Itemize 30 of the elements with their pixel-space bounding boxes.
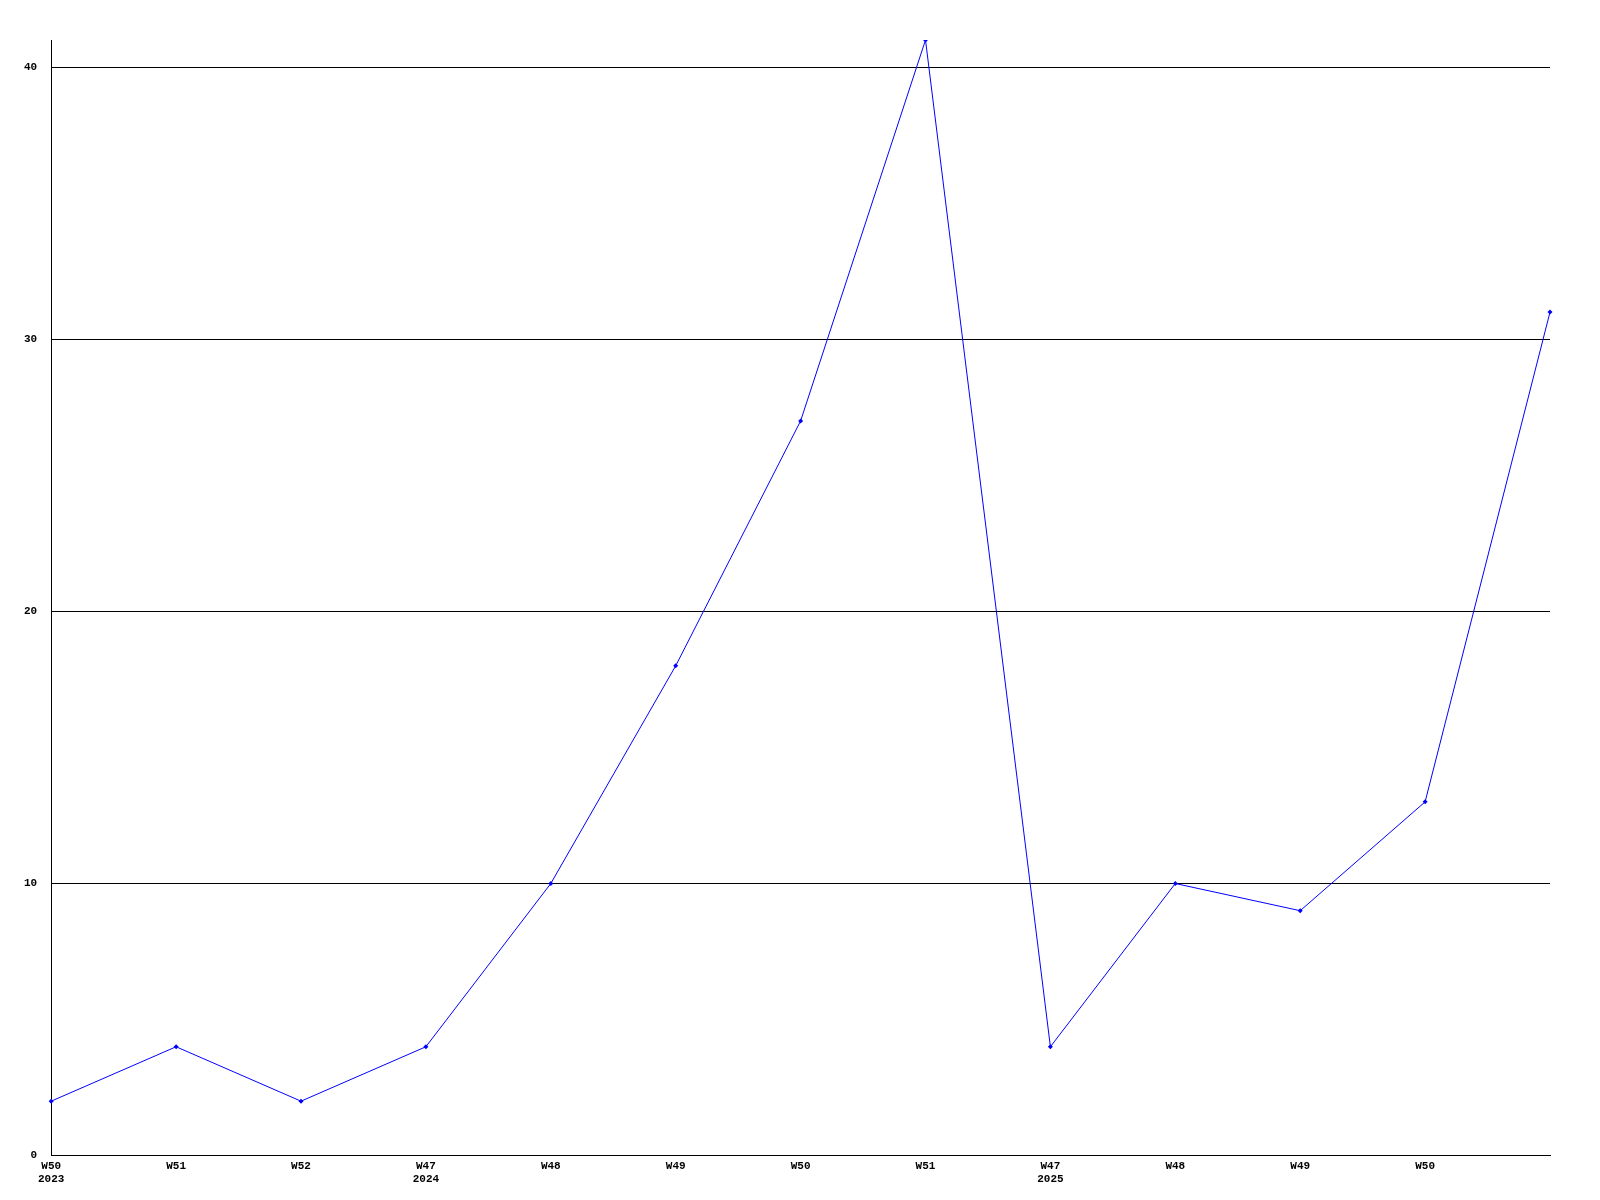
- y-tick-label: 0: [30, 1149, 38, 1162]
- point: [173, 1044, 179, 1050]
- y-tick-label: 20: [24, 605, 38, 618]
- point: [1297, 908, 1303, 914]
- point: [48, 1098, 54, 1104]
- point: [673, 663, 679, 669]
- y-tick-label: 10: [24, 877, 38, 890]
- x-tick-label: W47 2024: [412, 1159, 440, 1186]
- x-tick-label: W49: [665, 1159, 686, 1172]
- point: [1172, 881, 1178, 886]
- x-tick-label: W48: [1165, 1159, 1186, 1172]
- x-tick-label: W50 2023: [38, 1159, 65, 1186]
- x-tick-label: W50: [790, 1159, 811, 1172]
- point: [548, 881, 554, 886]
- point: [423, 1044, 429, 1050]
- point: [298, 1098, 304, 1104]
- point: [1422, 799, 1428, 805]
- point: [1047, 1044, 1053, 1050]
- x-tick-label: W51: [166, 1159, 187, 1172]
- x-tick-label: W47 2025: [1037, 1159, 1064, 1186]
- x-tick-label: W50: [1415, 1159, 1436, 1172]
- point: [923, 40, 928, 43]
- x-tick-label: W52: [291, 1159, 311, 1172]
- y-tick-label: 30: [24, 333, 38, 346]
- x-tick-label: W49: [1290, 1159, 1311, 1172]
- x-tick-label: W51: [915, 1159, 936, 1172]
- point: [798, 418, 804, 424]
- y-tick-label: 40: [24, 60, 38, 73]
- x-tick-label: W48: [540, 1159, 562, 1172]
- point: [1547, 309, 1553, 315]
